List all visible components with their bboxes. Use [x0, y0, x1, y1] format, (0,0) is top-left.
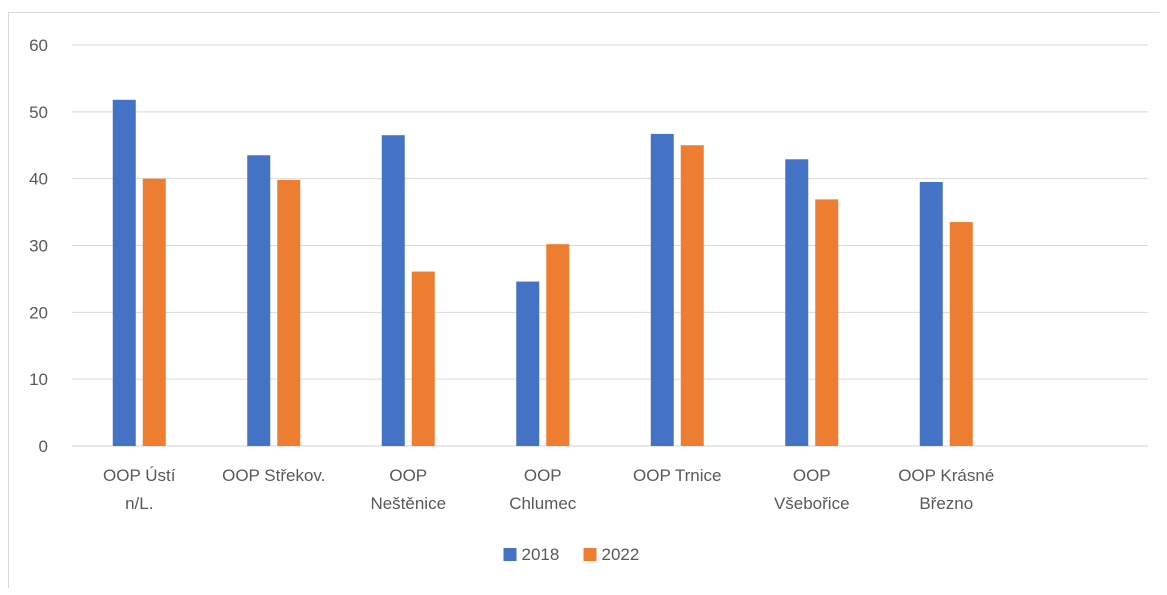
bar-2022 — [680, 145, 704, 446]
bars — [112, 99, 973, 446]
bar-2022 — [546, 244, 570, 446]
legend-swatch-2018 — [503, 548, 517, 561]
y-tick-label: 50 — [29, 103, 48, 122]
x-tick-label: OOP Ústí — [103, 466, 176, 485]
bar-2022 — [949, 222, 973, 446]
bar-2018 — [112, 99, 136, 446]
bar-2022 — [411, 271, 435, 446]
bar-2018 — [516, 281, 540, 446]
y-tick-label: 40 — [29, 170, 48, 189]
y-tick-label: 0 — [39, 437, 48, 456]
x-tick-label: OOP — [524, 466, 562, 485]
x-tick-label: OOP — [793, 466, 831, 485]
bar-2018 — [247, 155, 271, 446]
legend: 2018 2022 — [503, 545, 640, 564]
bar-2022 — [815, 199, 839, 446]
y-tick-label: 60 — [29, 36, 48, 55]
bar-2018 — [919, 182, 943, 446]
x-tick-label: Březno — [919, 494, 973, 513]
legend-label: 2018 — [522, 545, 560, 564]
x-tick-label: Chlumec — [509, 494, 577, 513]
legend-label: 2022 — [602, 545, 640, 564]
y-tick-label: 20 — [29, 303, 48, 322]
y-tick-label: 10 — [29, 370, 48, 389]
x-tick-label: OOP Střekov. — [222, 466, 325, 485]
y-axis-tick-labels: 0 10 20 30 40 50 60 — [29, 36, 48, 456]
x-tick-label: OOP Krásné — [898, 466, 994, 485]
bar-2018 — [650, 133, 674, 446]
x-tick-label: OOP — [389, 466, 427, 485]
y-tick-label: 30 — [29, 237, 48, 256]
bar-2022 — [142, 178, 166, 446]
bar-2022 — [277, 180, 301, 446]
x-tick-label: n/L. — [125, 494, 153, 513]
x-tick-label: OOP Trnice — [633, 466, 722, 485]
x-tick-label: Neštěnice — [370, 494, 446, 513]
bar-2018 — [381, 135, 405, 446]
chart-border — [8, 12, 1159, 588]
x-axis-tick-labels: OOP Ústí n/L. OOP Střekov. OOP Neštěnice OOP C… — [103, 466, 994, 513]
bar-2018 — [785, 159, 809, 446]
legend-swatch-2022 — [583, 548, 597, 561]
x-tick-label: Všebořice — [774, 494, 850, 513]
